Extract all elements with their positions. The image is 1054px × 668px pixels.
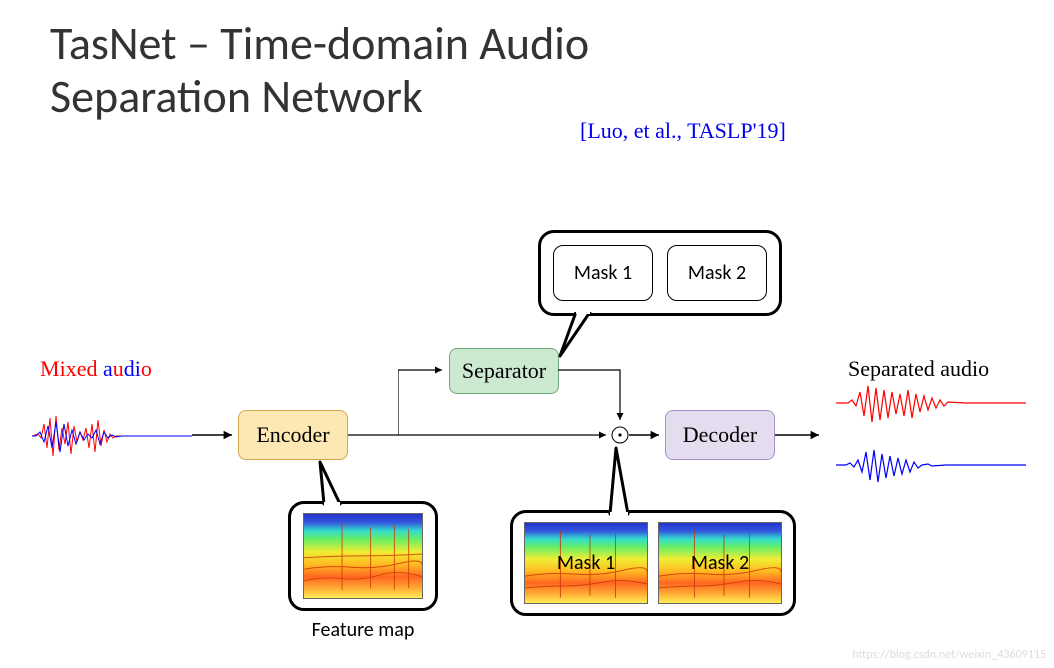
masked-spec-2: Mask 2 — [658, 522, 782, 604]
feature-map-bubble — [288, 501, 438, 611]
mask2-label: Mask 2 — [688, 261, 746, 285]
decoder-label: Decoder — [683, 422, 758, 448]
encoder-label: Encoder — [256, 422, 329, 448]
watermark: https://blog.csdn.net/weixin_43609115 — [852, 648, 1046, 662]
mixed-audio-label: Mixed audio — [40, 356, 152, 382]
separator-block: Separator — [449, 348, 559, 394]
decoder-block: Decoder — [665, 410, 775, 460]
output-waveform-blue — [836, 440, 1026, 490]
masked-spec-1-label: Mask 1 — [557, 551, 615, 575]
arrow-input-to-encoder — [192, 425, 238, 445]
arrow-multiply-to-decoder — [629, 425, 665, 445]
feature-map-label: Feature map — [298, 618, 428, 642]
page-title: TasNet – Time-domain Audio Separation Ne… — [50, 18, 589, 124]
masked-feature-bubble: Mask 1 Mask 2 — [510, 510, 796, 616]
title-line2: Separation Network — [50, 69, 423, 125]
mask1-label: Mask 1 — [574, 261, 632, 285]
mixed-waveform — [32, 408, 192, 464]
mask2-box: Mask 2 — [667, 245, 767, 301]
mask1-box: Mask 1 — [553, 245, 653, 301]
arrow-decoder-to-output — [775, 425, 825, 445]
masked-feature-bubble-tail — [598, 446, 648, 516]
masked-spec-2-label: Mask 2 — [691, 551, 749, 575]
encoder-block: Encoder — [238, 410, 348, 460]
citation: [Luo, et al., TASLP'19] — [580, 118, 786, 144]
feature-map-bubble-tail — [318, 460, 358, 506]
feature-map-spectrogram — [303, 513, 423, 599]
title-line1: TasNet – Time-domain Audio — [50, 16, 589, 72]
masked-spec-1: Mask 1 — [524, 522, 648, 604]
multiply-node — [611, 426, 629, 444]
output-waveform-red — [836, 378, 1026, 428]
tasnet-diagram: TasNet – Time-domain Audio Separation Ne… — [0, 0, 1054, 668]
mask-bubble-tail — [552, 312, 592, 360]
mask-bubble: Mask 1 Mask 2 — [538, 230, 782, 316]
separator-label: Separator — [462, 358, 546, 384]
